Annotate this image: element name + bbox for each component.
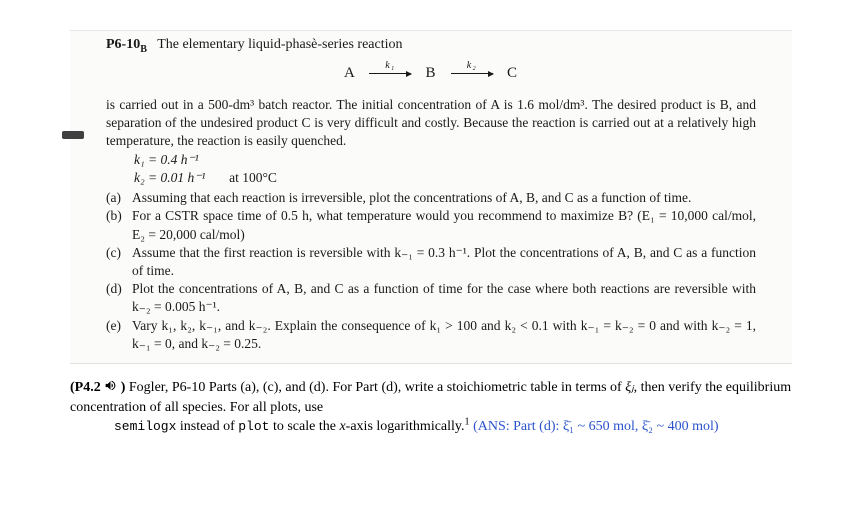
reaction-scheme: A k₁ B k₂ C bbox=[106, 65, 756, 82]
part-tag: (a) bbox=[106, 189, 132, 207]
part-text: Vary k₁, k₂, k₋₁, and k₋₂. Explain the c… bbox=[132, 317, 756, 353]
part-e: (e) Vary k₁, k₂, k₋₁, and k₋₂. Explain t… bbox=[106, 317, 756, 353]
part-text: Assume that the first reaction is revers… bbox=[132, 244, 756, 280]
rate-label-k2: k₂ bbox=[451, 60, 493, 71]
part-tag: (b) bbox=[106, 207, 132, 225]
part-tag: (d) bbox=[106, 280, 132, 298]
problem-header-line: P6-10B The elementary liquid-phasè-serie… bbox=[106, 37, 756, 53]
footnote-mark: 1 bbox=[465, 417, 470, 428]
part-b: (b) For a CSTR space time of 0.5 h, what… bbox=[106, 207, 756, 243]
rate-label-k1: k₁ bbox=[369, 60, 411, 71]
page: P6-10B The elementary liquid-phasè-serie… bbox=[0, 0, 862, 530]
part-text: For a CSTR space time of 0.5 h, what tem… bbox=[132, 207, 756, 243]
part-c: (c) Assume that the first reaction is re… bbox=[106, 244, 756, 280]
problem-body: is carried out in a 500-dm³ batch reacto… bbox=[106, 96, 756, 151]
arrow-2: k₂ bbox=[451, 73, 493, 74]
problem-label: P6-10B bbox=[106, 37, 147, 52]
answer-text: (ANS: Part (d): ξ̄₁ ~ 650 mol, ξ̄₂ ~ 400… bbox=[473, 419, 718, 434]
species-b: B bbox=[425, 65, 436, 81]
part-d: (d) Plot the concentrations of A, B, and… bbox=[106, 280, 756, 316]
problem-parts: (a) Assuming that each reaction is irrev… bbox=[106, 189, 756, 353]
k2-line: k₂ = 0.01 h⁻¹ at 100°C bbox=[106, 169, 756, 187]
code-plot: plot bbox=[238, 419, 269, 434]
code-semilogx: semilogx bbox=[114, 419, 176, 434]
species-a: A bbox=[344, 65, 355, 81]
part-text: Plot the concentrations of A, B, and C a… bbox=[132, 280, 756, 316]
part-tag: (c) bbox=[106, 244, 132, 262]
scan-artifact bbox=[62, 131, 84, 139]
scanned-problem-block: P6-10B The elementary liquid-phasè-serie… bbox=[70, 30, 792, 364]
assignment-text-cont: semilogx instead of plot to scale the x-… bbox=[70, 417, 792, 437]
k1-line: k₁ = 0.4 h⁻¹ bbox=[106, 151, 756, 169]
speaker-icon bbox=[104, 380, 121, 395]
q-label: (P4.2 ) bbox=[70, 380, 129, 395]
assignment-note: (P4.2 ) Fogler, P6-10 Parts (a), (c), an… bbox=[70, 378, 792, 437]
part-text: Assuming that each reaction is irreversi… bbox=[132, 189, 756, 207]
problem-intro-text: The elementary liquid-phasè-series react… bbox=[157, 37, 402, 52]
assignment-text: Fogler, P6-10 Parts (a), (c), and (d). F… bbox=[70, 380, 791, 415]
species-c: C bbox=[507, 65, 518, 81]
part-tag: (e) bbox=[106, 317, 132, 335]
arrow-1: k₁ bbox=[369, 73, 411, 74]
part-a: (a) Assuming that each reaction is irrev… bbox=[106, 189, 756, 207]
